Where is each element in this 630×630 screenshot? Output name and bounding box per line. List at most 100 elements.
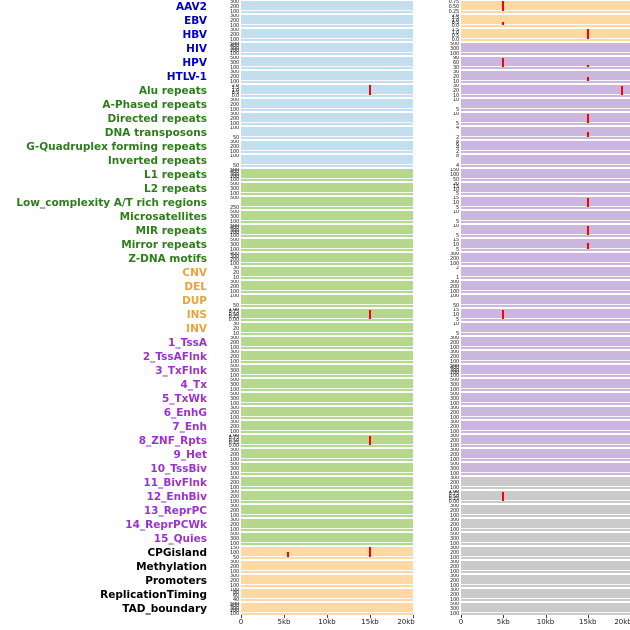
y-tick-label: 200	[230, 493, 239, 500]
baseline	[461, 332, 630, 333]
y-ticks-right: 300 200 100	[413, 420, 461, 434]
y-tick-label: 30	[233, 266, 239, 271]
y-tick-label: 300	[230, 112, 239, 117]
track-label: 13_ReprPC	[143, 505, 207, 517]
y-tick-label: 400	[230, 225, 239, 232]
y-ticks-right: 500 300 100	[413, 532, 461, 546]
plot-left	[241, 589, 413, 601]
plot-right	[461, 603, 630, 615]
baseline	[461, 500, 630, 501]
plot-left	[241, 127, 413, 139]
y-tick-label: 30	[453, 84, 459, 89]
peak-marker	[502, 310, 505, 319]
y-ticks-right: 300 200 100	[413, 336, 461, 350]
plot-right	[461, 365, 630, 377]
y-ticks-left: 400 300 200 100	[211, 252, 241, 266]
y-tick-label: 15	[453, 238, 459, 243]
y-tick-label: 100	[230, 568, 239, 574]
y-tick-label: 0.25	[228, 314, 240, 321]
y-tick-label: 300	[450, 252, 459, 257]
y-tick-label: 500	[230, 462, 239, 467]
y-tick-label: 2.0	[231, 84, 240, 89]
baseline	[461, 38, 630, 39]
y-tick-label: 200	[450, 591, 459, 598]
y-tick-label: 500	[230, 196, 239, 201]
track-row: CPGisland 150 100 50 300 200 100	[0, 546, 630, 560]
track-row: L1 repeats 500 400 300 200 100 150 100 50	[0, 168, 630, 182]
plot-left	[241, 281, 413, 293]
y-ticks-left: 300 200 100	[211, 560, 241, 574]
baseline	[461, 262, 630, 263]
x-tick-mark	[413, 615, 414, 618]
y-ticks-left: 300 200 100	[211, 28, 241, 42]
baseline	[241, 150, 413, 151]
y-tick-label: 15	[453, 184, 459, 191]
y-tick-label: 200	[450, 353, 459, 360]
y-tick-label: 20	[453, 87, 459, 94]
plot-right	[461, 57, 630, 69]
y-tick-label: 500	[230, 56, 239, 61]
y-tick-label: 100	[230, 218, 239, 224]
y-tick-label: 50	[453, 302, 459, 308]
plot-left	[241, 421, 413, 433]
track-row: INS 1.00 0.75 0.50 0.25 0.00 15 10 5	[0, 308, 630, 322]
y-tick-label: 5	[456, 120, 459, 126]
y-ticks-right: 300 200 100	[413, 350, 461, 364]
y-tick-label: 300	[230, 574, 239, 579]
y-ticks-left: 150 100 50	[211, 546, 241, 560]
y-tick-label: 200	[230, 101, 239, 108]
baseline	[241, 192, 413, 193]
y-tick-label: 300	[230, 490, 239, 495]
baseline	[461, 346, 630, 347]
baseline	[241, 122, 413, 123]
y-tick-label: 500	[230, 392, 239, 397]
y-tick-label: 300	[450, 45, 459, 52]
baseline	[241, 220, 413, 221]
y-ticks-right: 300 200 100	[413, 280, 461, 294]
y-tick-label: 500	[230, 42, 239, 47]
track-row: Directed repeats 300 200 100 10 5	[0, 112, 630, 126]
y-tick-label: 4	[456, 126, 459, 131]
y-tick-label: 500	[450, 392, 459, 397]
plot-left	[241, 1, 413, 13]
y-tick-label: 200	[230, 423, 239, 430]
y-tick-label: 300	[230, 14, 239, 19]
track-label: 4_Tx	[180, 379, 208, 391]
y-tick-label: 300	[230, 504, 239, 509]
plot-left	[241, 225, 413, 237]
plot-right	[461, 281, 630, 293]
peak-marker	[586, 29, 589, 39]
y-tick-label: 300	[230, 395, 239, 402]
track-label: CNV	[182, 267, 207, 279]
plot-left	[241, 435, 413, 447]
y-tick-label: 300	[230, 98, 239, 103]
y-tick-label: 250	[230, 204, 239, 210]
x-tick-label: 5kb	[496, 618, 510, 626]
baseline	[241, 444, 413, 445]
baseline	[241, 612, 413, 613]
plot-right	[461, 421, 630, 433]
baseline	[461, 290, 630, 291]
track-row: 9_Het 300 200 100 300 200 100	[0, 448, 630, 462]
y-tick-label: 200	[230, 17, 239, 24]
y-tick-label: 1.00	[448, 490, 460, 495]
track-row: Microsatellites 500 300 100 10 5	[0, 210, 630, 224]
plot-left	[241, 183, 413, 195]
y-tick-label: 300	[230, 560, 239, 565]
y-tick-label: 300	[450, 406, 459, 411]
y-tick-label: 200	[230, 230, 239, 237]
peak-marker	[586, 65, 589, 67]
y-tick-label: 200	[230, 577, 239, 584]
y-tick-label: 300	[230, 171, 239, 178]
y-ticks-right: 150 100 50	[413, 168, 461, 182]
x-axis-right: 0 5kb 10kb 15kb 20kb	[459, 615, 630, 630]
plot-left	[241, 141, 413, 153]
y-tick-label: 100	[230, 288, 239, 294]
track-label: HTLV-1	[166, 71, 207, 83]
y-tick-label: 15	[453, 196, 459, 201]
y-ticks-left: 300 200 100	[211, 14, 241, 28]
y-tick-label: 10	[453, 187, 459, 194]
track-label: MIR repeats	[135, 225, 207, 237]
